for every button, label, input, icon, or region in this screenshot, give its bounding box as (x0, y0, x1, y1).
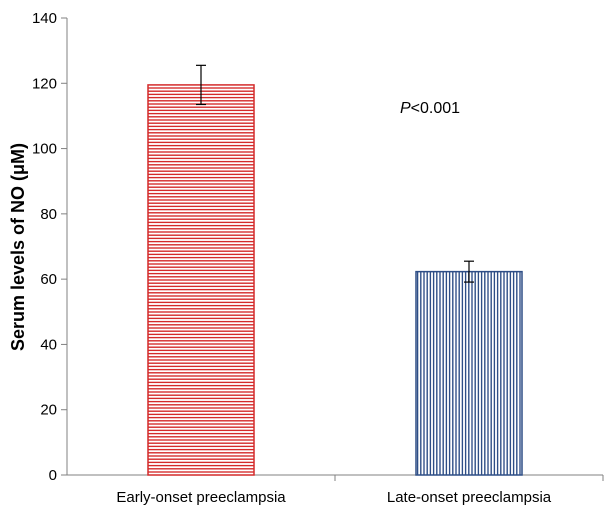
p-value-annotation: P<0.001 (400, 100, 460, 117)
y-tick-label: 100 (32, 141, 57, 158)
y-tick-label: 80 (40, 206, 57, 223)
x-category-label: Late-onset preeclampsia (387, 489, 552, 506)
y-tick-label: 60 (40, 271, 57, 288)
y-tick-label: 140 (32, 10, 57, 27)
p-value-text: <0.001 (411, 100, 460, 117)
y-tick-label: 0 (49, 467, 57, 484)
y-axis-title: Serum levels of NO (μM) (8, 143, 28, 351)
y-tick-label: 120 (32, 75, 57, 92)
bar (147, 84, 255, 476)
y-tick-label: 20 (40, 402, 57, 419)
y-tick-label: 40 (40, 336, 57, 353)
bar (415, 270, 523, 476)
x-category-label: Early-onset preeclampsia (116, 489, 286, 506)
p-value-italic: P (400, 100, 411, 117)
